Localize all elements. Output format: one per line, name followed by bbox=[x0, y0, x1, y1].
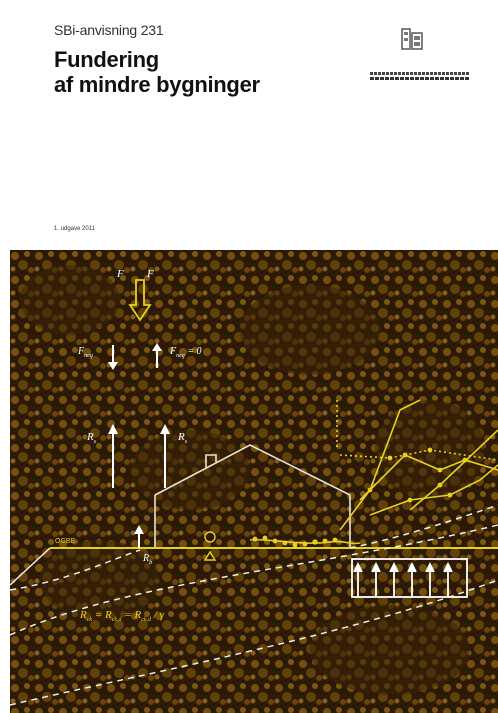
cover-header: SBi-anvisning 231 Fundering af mindre by… bbox=[0, 0, 498, 250]
r-left-label: Rs bbox=[86, 431, 97, 445]
slip-surfaces bbox=[10, 504, 498, 706]
ground-code-label: OGBE bbox=[55, 538, 76, 545]
publisher-logo-icon bbox=[401, 28, 423, 50]
force-label-a: F bbox=[116, 268, 124, 280]
title-line-1: Fundering bbox=[54, 47, 159, 72]
title-line-2: af mindre bygninger bbox=[54, 72, 260, 97]
soil-pressure-arrows bbox=[351, 558, 468, 598]
force-label-b: F bbox=[146, 268, 154, 280]
design-formula: Rck = Rck,d = Rck,d / γ bbox=[79, 609, 165, 623]
publisher-name-logo bbox=[370, 72, 470, 80]
book-title: Fundering af mindre bygninger bbox=[54, 47, 260, 97]
edition-label: 1. udgave 2011 bbox=[54, 226, 95, 232]
vertical-load-arrow bbox=[128, 279, 152, 322]
r-base-label: Rb bbox=[142, 553, 152, 566]
r-mid-label: Rs bbox=[177, 431, 188, 445]
house-outline bbox=[154, 444, 351, 547]
series-label: SBi-anvisning 231 bbox=[54, 22, 164, 38]
foundation-diagram: F F Fneg Fneg = 0 Rs Rs OGBE Rb bbox=[10, 250, 498, 713]
